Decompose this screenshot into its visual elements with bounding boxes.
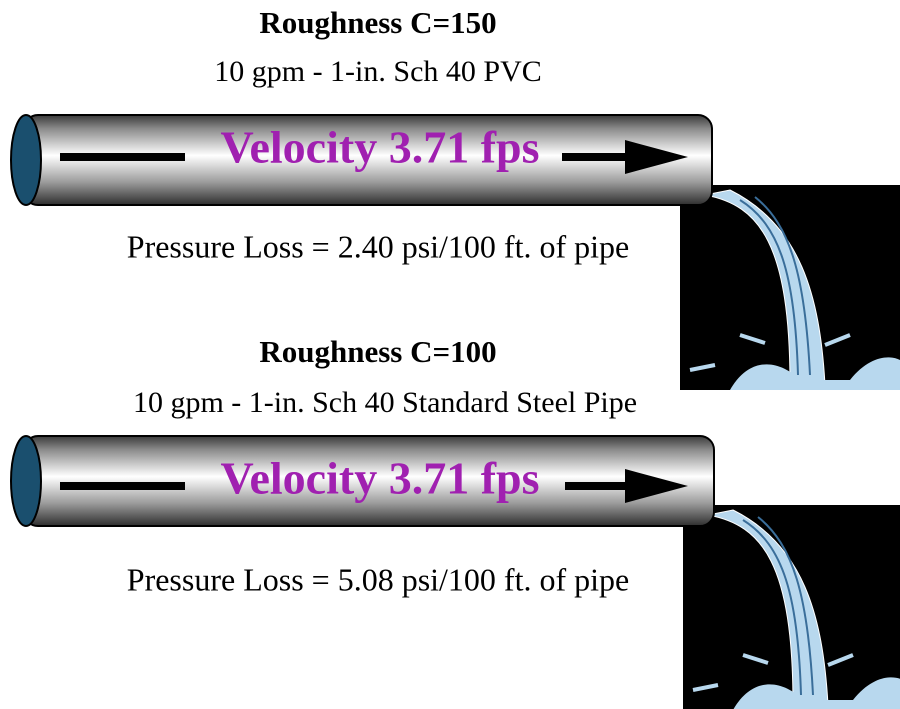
velocity-label: Velocity 3.71 fps [220,453,539,504]
section: Roughness C=100 10 gpm - 1-in. Sch 40 St… [10,334,715,597]
section: Roughness C=150 10 gpm - 1-in. Sch 40 PV… [10,5,713,264]
section-subtitle: 10 gpm - 1-in. Sch 40 Standard Steel Pip… [133,386,637,419]
section-title: Roughness C=150 [259,5,496,40]
pipe-end [10,435,42,527]
pipe-end [10,114,42,206]
section-title: Roughness C=100 [259,334,496,369]
flow-line [60,482,185,490]
water-outflow [681,503,900,709]
flow-arrow [565,469,688,503]
pressure-loss: Pressure Loss = 2.40 psi/100 ft. of pipe [127,228,629,264]
section-subtitle: 10 gpm - 1-in. Sch 40 PVC [214,55,542,88]
flow-line [60,153,185,161]
flow-arrow [562,140,688,174]
pressure-loss: Pressure Loss = 5.08 psi/100 ft. of pipe [127,561,629,597]
water-outflow [678,183,900,392]
velocity-label: Velocity 3.71 fps [220,122,539,173]
